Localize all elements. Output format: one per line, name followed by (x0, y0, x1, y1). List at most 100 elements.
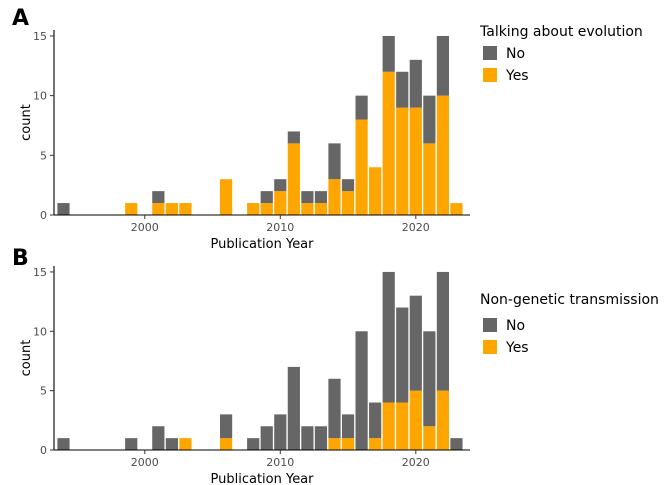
bar-no-2013 (314, 426, 328, 450)
y-tick-label: 0 (40, 444, 47, 457)
bar-yes-2018 (382, 71, 395, 215)
bar-no-2001 (152, 191, 165, 204)
panel-b: B 0 5 10 15 2000 2010 2020 Publication Year count… (12, 246, 659, 485)
bar-no-2002 (165, 438, 178, 450)
bar-no-1994 (57, 203, 70, 215)
bar-yes-2003 (179, 203, 192, 215)
bar-yes-2001 (152, 203, 165, 215)
bar-no-1999 (125, 438, 138, 450)
y-tick-label: 5 (40, 385, 47, 398)
bar-yes-2011 (287, 143, 300, 215)
bar-yes-2015 (341, 438, 355, 450)
x-axis-title: Publication Year (211, 472, 315, 485)
bar-yes-2015 (341, 191, 355, 215)
bar-yes-2023 (450, 203, 463, 215)
y-axis-title: count (19, 340, 34, 377)
legend: Non-genetic transmission No Yes (480, 292, 659, 356)
bar-no-2019 (396, 307, 409, 403)
bar-no-2010 (274, 414, 287, 450)
bar-yes-2022 (436, 95, 449, 215)
bar-no-2018 (382, 271, 395, 403)
y-tick-label: 5 (40, 149, 47, 162)
panel-letter: B (12, 246, 29, 271)
bar-yes-2013 (314, 203, 328, 215)
bar-yes-2014 (328, 438, 341, 450)
bar-no-2022 (436, 35, 449, 96)
bar-yes-2017 (369, 167, 382, 215)
bar-no-2009 (260, 426, 273, 450)
bar-yes-2006 (219, 438, 233, 450)
y-tick-label: 10 (33, 325, 47, 338)
bar-no-2012 (301, 191, 314, 204)
legend-label-yes: Yes (505, 68, 529, 84)
bar-no-2016 (355, 331, 368, 450)
y-tick-label: 10 (33, 90, 47, 103)
bar-no-2009 (260, 191, 273, 204)
legend-label-no: No (506, 46, 525, 62)
bar-no-1994 (57, 438, 70, 450)
y-tick-label: 15 (33, 30, 47, 43)
bar-no-2001 (152, 426, 165, 450)
bar-no-2011 (287, 366, 300, 450)
bar-yes-2021 (423, 426, 436, 450)
x-tick-label: 2000 (131, 221, 159, 234)
bar-yes-2002 (165, 203, 178, 215)
bar-no-2015 (341, 179, 355, 192)
panel-a: A 0 5 10 15 2000 2010 2020 Publication Year count… (12, 6, 643, 252)
bar-yes-2020 (409, 107, 422, 215)
x-tick-label: 2000 (131, 456, 159, 469)
legend-swatch-yes (483, 68, 497, 82)
x-tick-label: 2020 (402, 221, 430, 234)
legend-label-no: No (506, 318, 525, 334)
bar-no-2021 (423, 95, 436, 144)
bar-no-2011 (287, 131, 300, 144)
legend-swatch-yes (483, 340, 497, 354)
bar-yes-2017 (369, 438, 382, 450)
bar-no-2022 (436, 271, 449, 391)
bar-yes-2010 (274, 191, 287, 215)
x-axis-title: Publication Year (211, 237, 315, 252)
bar-no-2019 (396, 71, 409, 108)
x-tick-label: 2020 (402, 456, 430, 469)
bar-yes-2021 (423, 143, 436, 215)
y-tick-label: 0 (40, 209, 47, 222)
bar-no-2008 (247, 438, 260, 450)
bar-no-2013 (314, 191, 328, 204)
bar-yes-2018 (382, 402, 395, 450)
bar-no-2012 (301, 426, 314, 450)
bar-no-2016 (355, 95, 368, 120)
legend-swatch-no (483, 46, 497, 60)
x-tick-label: 2010 (266, 456, 294, 469)
bar-yes-2009 (260, 203, 273, 215)
panel-letter: A (12, 6, 29, 31)
bar-no-2017 (369, 402, 382, 439)
y-axis-title: count (19, 104, 34, 141)
bar-no-2018 (382, 35, 395, 72)
bar-yes-2019 (396, 402, 409, 450)
x-tick-label: 2010 (266, 221, 294, 234)
bar-no-2020 (409, 295, 422, 391)
bar-yes-2014 (328, 179, 341, 215)
bar-no-2006 (219, 414, 233, 439)
bar-no-2023 (450, 438, 463, 450)
bar-yes-2008 (247, 203, 260, 215)
bar-no-2014 (328, 143, 341, 180)
legend-title: Non-genetic transmission (480, 292, 659, 308)
bar-yes-2020 (409, 390, 422, 450)
bar-no-2010 (274, 179, 287, 192)
bar-no-2021 (423, 331, 436, 427)
legend-swatch-no (483, 318, 497, 332)
bar-no-2014 (328, 378, 341, 439)
bar-yes-2022 (436, 390, 449, 450)
legend-label-yes: Yes (505, 340, 529, 356)
y-tick-label: 15 (33, 266, 47, 279)
bar-no-2015 (341, 414, 355, 439)
bar-yes-2019 (396, 107, 409, 215)
legend: Talking about evolution No Yes (479, 24, 643, 84)
bar-no-2020 (409, 59, 422, 108)
bar-yes-2012 (301, 203, 314, 215)
bar-yes-2003 (179, 438, 192, 450)
bar-yes-2006 (219, 179, 233, 215)
bar-yes-1999 (125, 203, 138, 215)
